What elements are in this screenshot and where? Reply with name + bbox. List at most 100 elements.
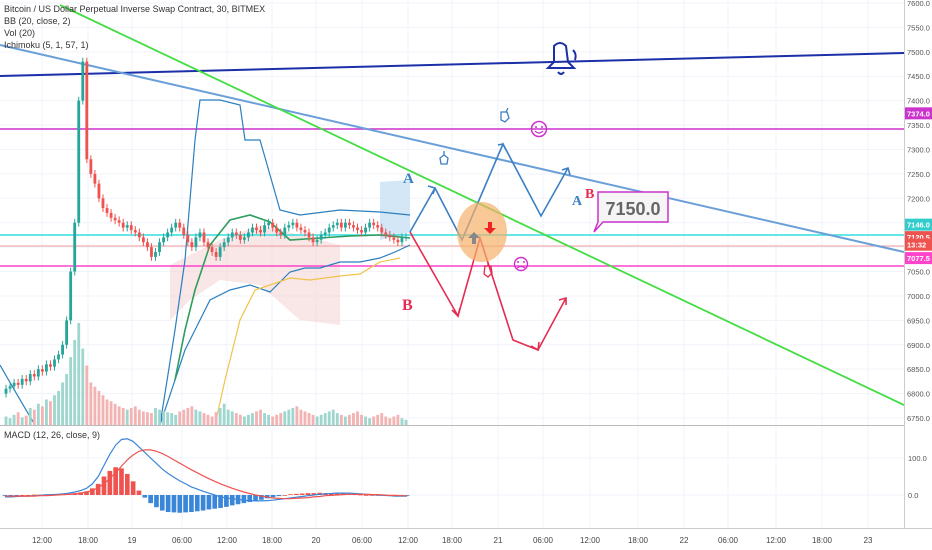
candle-body [89,159,93,174]
macd-hist-bar [31,494,37,496]
volume-bar [28,408,32,425]
candle-body [222,242,226,248]
time-axis[interactable]: 12:00 18:00 19 06:00 12:00 18:00 20 06:00 12:00 1… [32,536,873,545]
volume-bar [93,386,97,425]
volume-bar [113,403,117,425]
time-tick-label: 23 [864,536,873,545]
volume-bar [372,416,376,425]
macd-hist-bar [194,495,200,512]
annotation-a-1: A [403,171,414,187]
volume-bar [335,413,339,425]
candle-body [182,227,186,235]
time-tick-label: 18:00 [78,536,99,545]
candle-body [49,364,52,367]
price-tick-label: 6750.0 [907,414,930,423]
candle-body [65,320,69,345]
time-tick-label: 06:00 [352,536,373,545]
volume-bar [133,406,137,425]
price-badge-text: 7120.5 [907,233,930,242]
volume-bar [234,413,238,425]
volume-bar [214,412,218,425]
candle-body [137,232,141,238]
price-badge-text: 7374.0 [907,109,930,118]
volume-bar [368,418,372,425]
candle-body [279,232,283,235]
macd-hist-bar [247,495,253,503]
time-tick-label: 12:00 [217,536,238,545]
macd-axis-ticks: 100.0 0.0 [908,454,927,500]
candle-body [267,222,271,226]
price-tick-label: 6800.0 [907,390,930,399]
macd-hist-bar [334,493,340,495]
candle-body [388,234,392,238]
time-tick-label: 20 [312,536,321,545]
candle-body [303,230,307,233]
volume-bar [125,409,129,425]
candle-body [283,227,287,235]
macd-hist-bar [171,495,177,513]
up-arrow-icon [468,232,480,244]
macd-hist-bar [224,495,229,507]
time-tick-label: 18:00 [628,536,649,545]
price-tick-label: 7250.0 [907,170,930,179]
candle-body [105,208,109,213]
price-callout: 7150.0 [593,191,669,233]
volume-bar [327,411,331,425]
price-badge-text: 7077.5 [907,254,930,263]
candle-body [81,61,85,101]
time-tick-label: 19 [128,536,137,545]
volume-bar [137,409,141,425]
volume-bar [319,414,323,425]
candle-body [121,222,125,228]
candle-body [218,247,222,257]
macd-hist-bar [259,495,264,500]
volume-bar [210,416,214,425]
macd-hist-bar [154,495,159,508]
candle-body [343,222,347,228]
candle-body [101,198,105,209]
macd-hist-bar [270,495,276,498]
volume-bar [12,414,16,425]
candle-body [315,239,319,243]
volume-bar [356,411,359,425]
candle-body [230,232,234,238]
volume-bar [299,409,303,425]
price-axis-bg[interactable] [904,0,932,550]
volume-bar [146,412,149,425]
volume-bar [396,414,400,425]
volume-bar [61,382,64,425]
volume-bar [206,414,210,425]
candle-body [158,242,161,252]
candle-body [141,237,145,243]
candle-body [348,222,351,226]
candle-body [129,225,133,231]
candle-body [36,369,40,377]
volume-bar [53,395,56,425]
macd-line [4,438,408,502]
time-tick-label: 21 [494,536,503,545]
projection-paths [409,142,571,352]
candle-body [307,232,311,238]
volume-bars [4,323,408,425]
price-tick-label: 6850.0 [907,365,930,374]
time-tick-label: 12:00 [580,536,601,545]
volume-bar [323,413,327,425]
price-tick-label: 7550.0 [907,23,930,32]
macd-hist-bar [299,493,305,495]
time-tick-label: 12:00 [766,536,787,545]
chart-title: Bitcoin / US Dollar Perpetual Inverse Sw… [4,4,265,14]
candle-body [331,225,335,228]
macd-hist-bar [2,495,8,496]
volume-bar [24,415,28,425]
volume-bar [339,414,343,425]
candle-body [384,232,388,235]
volume-bar [150,413,153,425]
candle-body [400,237,404,243]
candle-body [166,232,170,238]
candle-body [73,222,77,272]
macd-hist-bar [130,481,136,495]
macd-hist-bar [363,495,369,496]
volume-bar [271,416,275,425]
time-tick-label: 18:00 [262,536,283,545]
